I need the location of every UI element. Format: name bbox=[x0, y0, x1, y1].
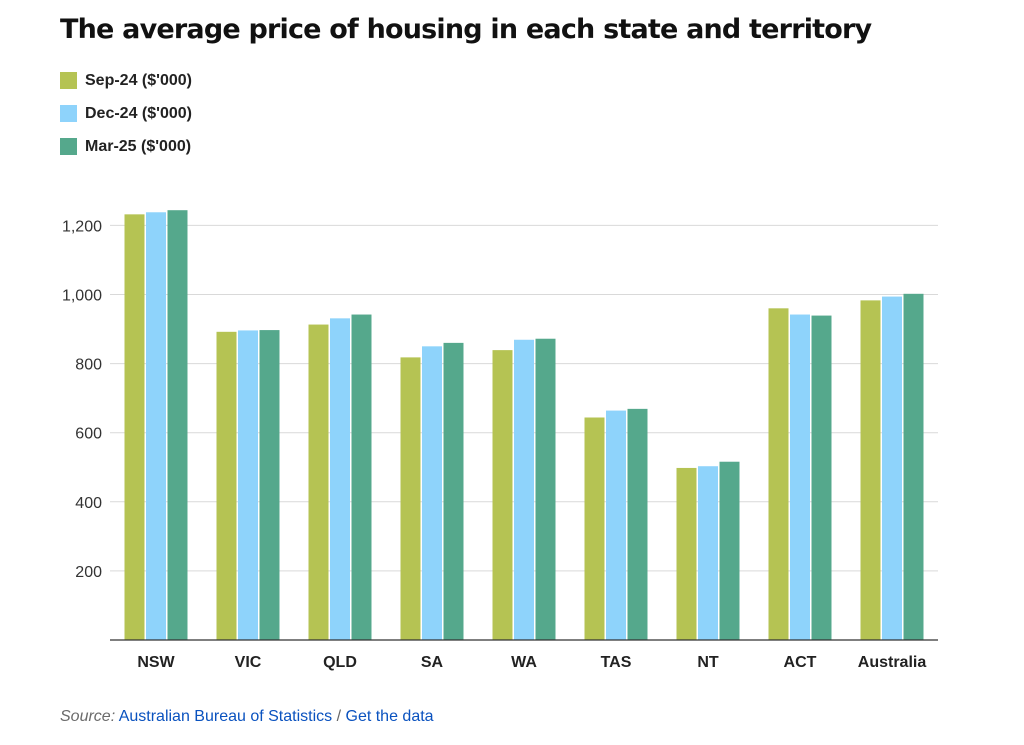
bar bbox=[167, 210, 188, 640]
bar-chart: 200 400 600 800 1,000 1,200 NSW VIC QLD SA WA TAS NT… bbox=[62, 210, 938, 671]
x-tick-label: NSW bbox=[137, 654, 175, 671]
bar bbox=[698, 466, 718, 640]
bar bbox=[627, 408, 648, 640]
source-link-abs[interactable]: Australian Bureau of Statistics bbox=[118, 708, 333, 725]
bar bbox=[903, 293, 924, 640]
bar bbox=[124, 214, 145, 640]
bar bbox=[492, 350, 513, 640]
x-tick-label: QLD bbox=[323, 654, 357, 671]
bar bbox=[146, 212, 166, 640]
bar bbox=[330, 318, 350, 640]
y-tick-label: 1,000 bbox=[62, 288, 102, 305]
source-line: Source: Australian Bureau of Statistics … bbox=[60, 708, 434, 726]
bar bbox=[811, 315, 832, 640]
bar bbox=[308, 324, 329, 640]
legend-swatch-mar25 bbox=[60, 138, 77, 155]
legend-label-dec24: Dec-24 ($'000) bbox=[85, 104, 192, 122]
bar bbox=[860, 300, 881, 640]
bar bbox=[514, 339, 534, 640]
x-tick-label: VIC bbox=[235, 654, 262, 671]
x-tick-label: SA bbox=[421, 654, 444, 671]
bar bbox=[422, 346, 442, 640]
bar bbox=[790, 314, 810, 640]
bar bbox=[535, 338, 556, 640]
y-tick-label: 800 bbox=[75, 357, 102, 374]
bar bbox=[676, 467, 697, 640]
legend-item-dec24: Dec-24 ($'000) bbox=[60, 97, 192, 130]
x-tick-label: NT bbox=[697, 654, 719, 671]
legend-item-sep24: Sep-24 ($'000) bbox=[60, 64, 192, 97]
bar bbox=[768, 308, 789, 640]
bar bbox=[400, 357, 421, 640]
source-separator: / bbox=[336, 708, 342, 725]
legend-item-mar25: Mar-25 ($'000) bbox=[60, 130, 192, 163]
bar bbox=[216, 331, 237, 640]
bar bbox=[351, 314, 372, 640]
get-the-data-link[interactable]: Get the data bbox=[345, 708, 434, 725]
bar bbox=[259, 330, 280, 640]
x-tick-label: TAS bbox=[601, 654, 632, 671]
bar bbox=[719, 461, 740, 640]
source-prefix: Source: bbox=[60, 708, 116, 725]
bar bbox=[238, 330, 258, 640]
y-tick-label: 200 bbox=[75, 564, 102, 581]
legend-label-sep24: Sep-24 ($'000) bbox=[85, 71, 192, 89]
bar bbox=[606, 410, 626, 640]
legend-swatch-sep24 bbox=[60, 72, 77, 89]
y-tick-label: 1,200 bbox=[62, 218, 102, 235]
x-tick-label: WA bbox=[511, 654, 537, 671]
x-tick-label: ACT bbox=[784, 654, 817, 671]
legend-swatch-dec24 bbox=[60, 105, 77, 122]
legend: Sep-24 ($'000) Dec-24 ($'000) Mar-25 ($'… bbox=[60, 64, 192, 163]
bar bbox=[882, 296, 902, 640]
x-tick-label: Australia bbox=[858, 654, 927, 671]
legend-label-mar25: Mar-25 ($'000) bbox=[85, 137, 192, 155]
chart-title: The average price of housing in each sta… bbox=[60, 14, 872, 45]
y-tick-label: 600 bbox=[75, 426, 102, 443]
bar bbox=[443, 342, 464, 640]
y-tick-label: 400 bbox=[75, 495, 102, 512]
bar bbox=[584, 417, 605, 640]
